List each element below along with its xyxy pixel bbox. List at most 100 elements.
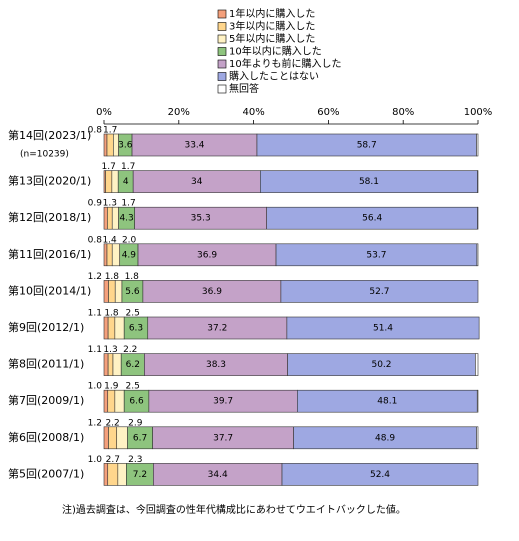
bar-segment	[103, 280, 109, 303]
legend-label: 5年以内に購入した	[229, 32, 315, 45]
value-label: 6.3	[129, 324, 143, 334]
category-label: 第13回(2020/1)	[8, 174, 91, 188]
legend-swatch	[217, 84, 227, 94]
bar-segment	[107, 316, 116, 340]
bar-segment	[103, 316, 109, 340]
legend-label: 10年よりも前に購入した	[229, 57, 342, 70]
value-label: 1.8	[105, 272, 120, 282]
bar-segment	[107, 463, 119, 486]
bar-segment	[281, 463, 479, 486]
value-label: 6.6	[129, 397, 144, 407]
x-tick-label: 80%	[392, 107, 414, 118]
bar-segment	[476, 133, 479, 157]
value-label: 4.9	[122, 250, 137, 260]
bar-segment	[107, 353, 114, 376]
legend-label: 10年以内に購入した	[229, 45, 322, 58]
value-label: 1.0	[88, 455, 103, 465]
sample-note: (n=10239)	[20, 150, 69, 160]
bar-segment	[476, 426, 479, 450]
footnote: 注)過去調査は、今回調査の性年代構成比にあわせてウエイトバックした値。	[62, 503, 406, 516]
value-label: 1.7	[103, 126, 117, 136]
bar-segment	[103, 426, 109, 450]
bar-segment	[103, 463, 109, 486]
value-label: 7.2	[133, 470, 147, 480]
value-label: 1.2	[88, 272, 102, 282]
bar-segment	[107, 389, 116, 413]
value-label: 2.5	[126, 382, 140, 392]
bar-segment	[105, 170, 113, 193]
category-label: 第11回(2016/1)	[8, 247, 91, 261]
legend-label: 購入したことはない	[229, 70, 319, 83]
bar-segment	[114, 316, 125, 340]
bar-segment	[103, 353, 109, 376]
value-label: 3.6	[118, 141, 133, 151]
value-label: 0.8	[88, 235, 103, 245]
value-label: 1.9	[104, 382, 119, 392]
category-label: 第9回(2012/1)	[8, 320, 84, 334]
bar-segment	[108, 280, 116, 303]
category-label: 第7回(2009/1)	[8, 393, 84, 407]
value-label: 1.1	[88, 309, 102, 319]
category-label: 第10回(2014/1)	[8, 283, 91, 297]
bar-segment	[114, 280, 123, 303]
value-label: 2.7	[106, 455, 120, 465]
value-label: 35.3	[191, 214, 211, 224]
bar-segment	[108, 426, 118, 450]
bar-segment	[280, 280, 479, 303]
legend-label: 3年以内に購入した	[229, 20, 315, 33]
legend-label: 1年以内に購入した	[229, 7, 315, 20]
value-label: 6.7	[133, 433, 147, 443]
x-tick-label: 20%	[168, 107, 190, 118]
category-label: 第5回(2007/1)	[8, 466, 84, 480]
value-label: 0.8	[88, 126, 103, 136]
value-label: 52.7	[369, 287, 389, 297]
value-label: 1.0	[88, 382, 103, 392]
bar-segment	[116, 426, 128, 450]
value-label: 2.2	[105, 418, 119, 428]
legend-label: 無回答	[229, 82, 259, 95]
x-tick-label: 60%	[317, 107, 339, 118]
value-label: 1.8	[104, 309, 119, 319]
category-label: 第6回(2008/1)	[8, 430, 84, 444]
bar-segment	[106, 133, 114, 157]
category-label: 第12回(2018/1)	[8, 210, 91, 224]
value-label: 2.9	[128, 418, 143, 428]
legend-swatch	[217, 34, 227, 44]
value-label: 6.2	[126, 360, 140, 370]
bar-segment	[111, 206, 119, 230]
value-label: 48.9	[375, 433, 395, 443]
value-label: 1.3	[103, 345, 117, 355]
value-label: 4.3	[119, 214, 133, 224]
value-label: 2.3	[128, 455, 142, 465]
bar-segment	[476, 389, 479, 413]
legend-swatch	[217, 22, 227, 31]
value-label: 48.1	[377, 397, 397, 407]
bar-segment	[107, 206, 113, 230]
value-label: 38.3	[206, 360, 226, 370]
legend-swatch	[217, 9, 227, 19]
bar-segment	[103, 206, 108, 230]
bar-segment	[114, 389, 125, 413]
category-label: 第8回(2011/1)	[8, 357, 84, 371]
value-label: 33.4	[184, 141, 204, 151]
value-label: 50.2	[371, 360, 391, 370]
value-label: 37.7	[213, 433, 233, 443]
value-label: 1.7	[121, 199, 135, 209]
value-label: 39.7	[213, 397, 233, 407]
x-tick-label: 0%	[96, 107, 112, 118]
bar-segment	[112, 353, 122, 376]
legend-swatch	[217, 59, 227, 69]
legend-swatch	[217, 47, 227, 56]
value-label: 1.4	[102, 235, 117, 245]
value-label: 1.3	[103, 199, 117, 209]
value-label: 2.5	[126, 309, 140, 319]
value-label: 36.9	[197, 250, 217, 260]
value-label: 58.7	[357, 141, 377, 151]
value-label: 34.4	[208, 470, 228, 480]
value-label: 37.2	[207, 324, 227, 334]
bar-segment	[103, 133, 108, 157]
x-tick-label: 100%	[464, 107, 493, 118]
value-label: 1.7	[102, 162, 116, 172]
value-label: 36.9	[202, 287, 222, 297]
